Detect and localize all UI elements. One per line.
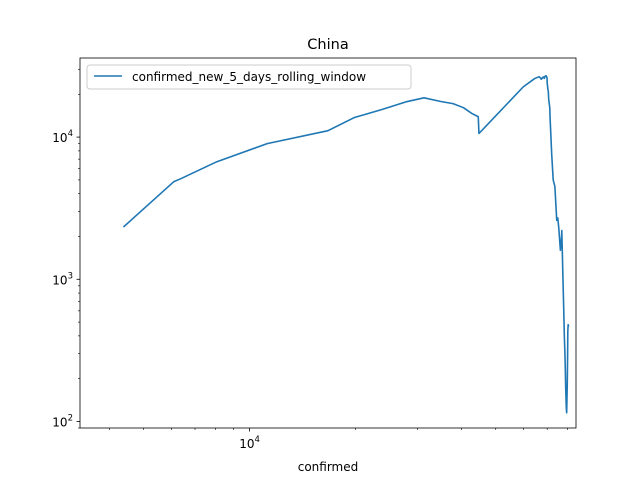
legend: confirmed_new_5_days_rolling_window [86,64,412,90]
x-axis-label: confirmed [298,460,359,474]
x-tick-label: 104 [239,435,260,451]
legend-box [86,64,412,90]
y-tick-label: 103 [52,271,73,287]
y-tick-label: 102 [52,413,73,429]
plot-frame [79,57,577,429]
legend-label: confirmed_new_5_days_rolling_window [132,70,366,84]
chart-title: China [307,37,348,53]
y-tick-label: 104 [52,129,73,145]
series-line-0 [122,74,570,414]
